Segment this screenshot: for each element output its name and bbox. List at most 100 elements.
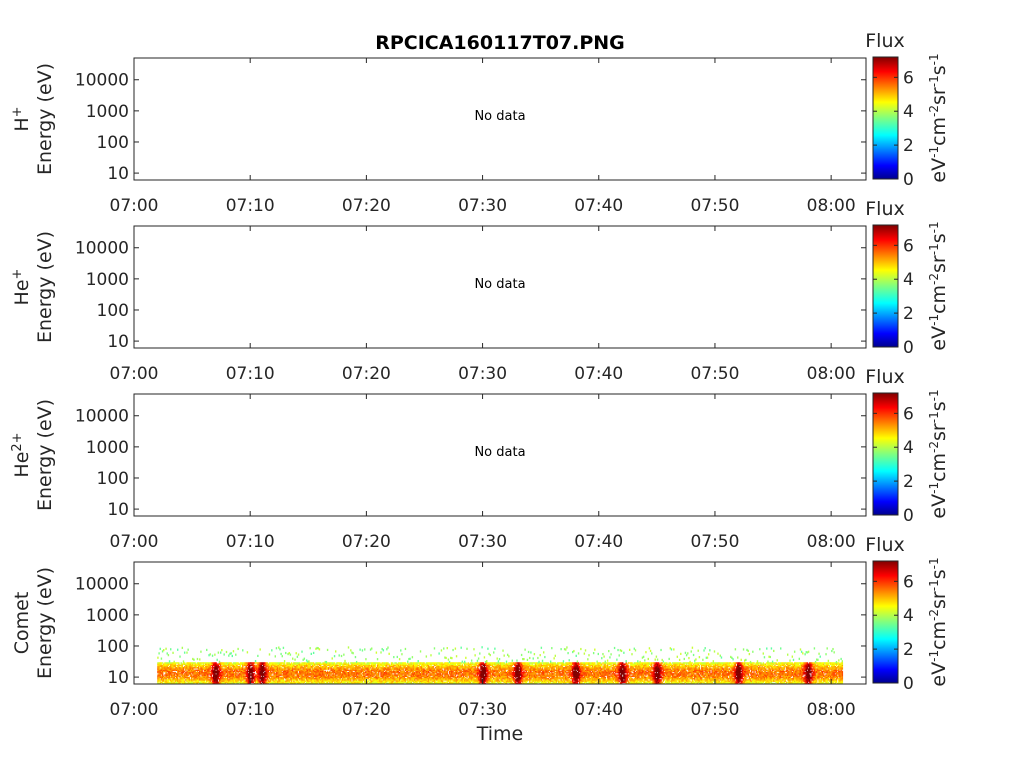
spectrogram-cell [268,663,271,665]
spectrogram-cell [443,679,445,681]
spectrogram-speck [232,650,235,653]
spectrogram-cell [293,673,295,675]
spectrogram-cell [310,674,313,676]
spectrogram-cell [414,680,416,682]
spectrogram-cell [186,668,188,670]
spectrogram-cell [472,675,474,678]
spectrogram-cell [221,681,223,684]
spectrogram-cell [469,680,472,682]
spectrogram-cell [397,680,400,682]
spectrogram-cell [425,663,428,665]
spectrogram-cell [304,671,307,674]
spectrogram-cell [422,667,424,669]
spectrogram-cell [400,671,402,674]
spectrogram-cell [268,664,271,667]
spectrogram-cell [437,679,439,681]
spectrogram-cell [243,668,245,670]
x-tick-label: 07:50 [690,196,739,216]
spectrogram-cell [326,677,329,680]
spectrogram-speck [380,651,382,654]
spectrogram-cell [230,676,232,679]
spectrogram-cell [246,664,249,667]
spectrogram-cell [388,673,390,675]
spectrogram-cell [460,664,462,667]
spectrogram-cell [393,670,395,673]
spectrogram-cell [479,670,481,673]
spectrogram-cell [322,673,324,675]
spectrogram-cell [353,667,356,669]
spectrogram-cell [296,674,299,676]
spectrogram-cell [175,681,178,684]
spectrogram-cell [398,676,401,679]
spectrogram-cell [259,663,261,665]
spectrogram-cell [354,677,357,680]
spectrogram-speck [382,649,385,652]
spectrogram-cell [374,671,376,674]
spectrogram-cell [296,675,299,678]
spectrogram-cell [258,673,260,675]
spectrogram-cell [331,671,333,674]
spectrogram-cell [415,671,417,674]
spectrogram-cell [341,676,344,679]
spectrogram-cell [254,679,257,681]
spectrogram-cell [231,664,234,667]
spectrogram-cell [219,664,222,667]
spectrogram-cell [325,665,328,668]
spectrogram-cell [210,673,213,675]
spectrogram-cell [347,674,350,676]
spectrogram-cell [366,676,368,679]
spectrogram-cell [454,670,457,673]
spectrogram-cell [432,673,435,675]
spectrogram-cell [199,674,201,676]
spectrogram-cell [281,668,284,670]
spectrogram-cell [317,680,320,682]
spectrogram-cell [480,670,482,673]
spectrogram-cell [158,674,160,676]
spectrogram-speck [186,651,188,654]
spectrogram-cell [167,667,170,669]
spectrogram-cell [247,663,250,665]
spectrogram-cell [158,665,160,668]
spectrogram-cell [240,671,243,674]
spectrogram-cell [365,676,367,679]
spectrogram-cell [246,667,249,669]
spectrogram-cell [278,662,280,664]
spectrogram-cell [312,670,315,673]
spectrogram-cell [482,671,485,674]
spectrogram-cell [431,663,433,665]
spectrogram-cell [236,677,238,680]
spectrogram-cell [489,671,492,674]
spectrogram-cell [358,675,360,678]
spectrogram-cell [311,675,314,678]
spectrogram-cell [273,673,275,675]
spectrogram-cell [311,669,314,672]
spectrogram-cell [310,677,313,680]
spectrogram-cell [173,671,175,674]
spectrogram-cell [332,677,335,680]
spectrogram-cell [289,670,292,673]
spectrogram-cell [448,663,451,665]
spectrogram-cell [379,669,381,672]
spectrogram-cell [454,674,457,676]
spectrogram-cell [398,668,401,670]
spectrogram-cell [387,675,389,678]
spectrogram-cell [483,668,486,670]
spectrogram-cell [482,681,485,684]
spectrogram-cell [230,679,232,681]
spectrogram-cell [417,673,419,675]
spectrogram-cell [337,675,339,678]
spectrogram-speck [193,658,195,661]
spectrogram-cell [457,668,459,670]
spectrogram-cell [432,676,435,679]
spectrogram-cell [161,662,164,664]
spectrogram-cell [441,671,444,674]
spectrogram-cell [233,680,236,682]
spectrogram-cell [474,670,476,673]
spectrogram-cell [195,674,198,676]
spectrogram-cell [480,665,482,668]
spectrogram-speck [302,658,304,661]
spectrogram-cell [268,669,271,672]
spectrogram-cell [416,670,418,673]
spectrogram-cell [264,674,266,676]
spectrogram-cell [453,665,455,668]
